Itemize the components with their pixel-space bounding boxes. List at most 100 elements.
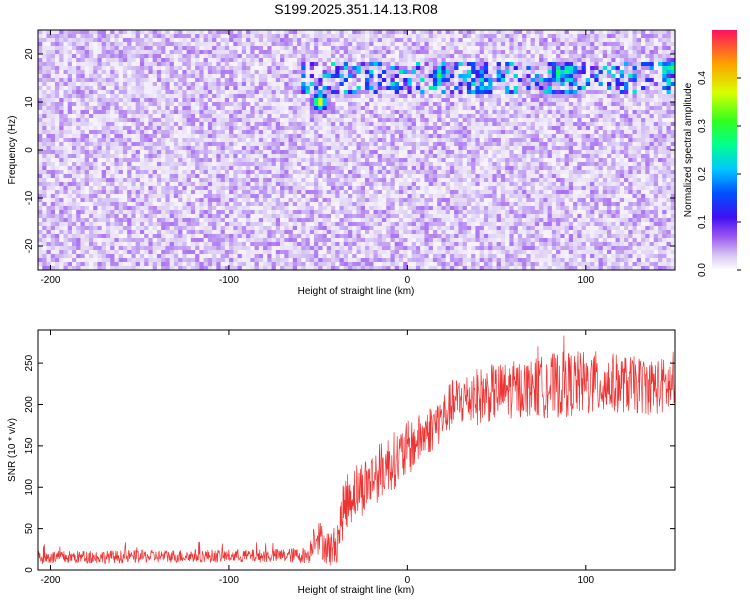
spectrogram-cell	[288, 66, 294, 71]
spectrogram-cell	[148, 90, 153, 95]
spectrogram-cell	[76, 58, 81, 63]
spectrogram-cell	[314, 170, 319, 175]
spectrogram-cell	[110, 182, 115, 187]
spectrogram-cell	[364, 254, 370, 259]
spectrogram-cell	[67, 118, 73, 123]
spectrogram-cell	[131, 242, 136, 247]
spectrogram-cell	[280, 214, 285, 219]
spectrogram-cell	[297, 118, 302, 123]
spectrogram-cell	[148, 138, 153, 143]
spectrogram-cell	[237, 78, 243, 83]
spectrogram-cell	[186, 210, 192, 215]
spectrogram-cell	[178, 246, 183, 251]
spectrogram-cell	[301, 42, 306, 47]
spectrogram-cell	[76, 110, 81, 115]
spectrogram-cell	[250, 186, 255, 191]
spectrogram-cell	[50, 222, 56, 227]
spectrogram-cell	[284, 118, 289, 123]
spectrogram-cell	[59, 182, 64, 187]
spectrogram-cell	[284, 250, 289, 255]
spectrogram-cell	[156, 174, 162, 179]
spectrogram-cell	[343, 78, 349, 83]
spectrogram-cell	[118, 142, 124, 147]
spectrogram-cell	[76, 90, 81, 95]
spectrogram-cell	[80, 50, 86, 55]
spectrogram-cell	[263, 206, 268, 211]
spectrogram-cell	[114, 242, 119, 247]
spectrogram-cell	[144, 82, 149, 87]
spectrogram-cell	[314, 182, 319, 187]
spectrogram-cell	[38, 234, 43, 239]
spectrogram-cell	[127, 150, 132, 155]
spectrogram-cell	[254, 82, 260, 87]
spectrogram-cell	[182, 258, 187, 263]
spectrogram-cell	[331, 122, 336, 127]
spectrogram-cell	[297, 234, 302, 239]
spectrogram-cell	[131, 66, 136, 71]
spectrogram-cell	[114, 130, 119, 135]
spectrogram-cell	[139, 210, 145, 215]
spectrogram-cell	[288, 78, 294, 83]
spectrogram-cell	[250, 110, 255, 115]
spectrogram-cell	[343, 50, 349, 55]
spectrogram-cell	[250, 38, 255, 43]
spectrogram-cell	[127, 202, 132, 207]
spectrogram-cell	[71, 266, 77, 270]
spectrogram-cell	[339, 238, 345, 243]
spectrogram-cell	[178, 126, 183, 131]
spectrogram-cell	[364, 54, 370, 59]
spectrogram-cell	[165, 186, 170, 191]
spectrogram-cell	[250, 266, 255, 270]
spectrogram-cell	[292, 118, 298, 123]
spectrogram-cell	[301, 82, 306, 87]
spectrogram-cell	[216, 58, 221, 63]
spectrogram-cell	[169, 134, 175, 139]
spectrogram-cell	[59, 230, 64, 235]
spectrogram-cell	[156, 126, 162, 131]
spectrogram-cell	[254, 54, 260, 59]
spectrogram-cell	[250, 198, 255, 203]
spectrogram-cell	[80, 78, 86, 83]
spectrogram-cell	[352, 150, 357, 155]
spectrogram-cell	[386, 154, 391, 159]
spectrogram-cell	[38, 142, 43, 147]
spectrogram-cell	[386, 50, 391, 55]
spectrogram-cell	[46, 238, 52, 243]
spectrogram-cell	[318, 146, 323, 151]
spectrogram-cell	[127, 262, 132, 267]
spectrogram-cell	[335, 138, 340, 143]
spectrogram-cell	[122, 62, 128, 67]
spectrogram-cell	[386, 70, 391, 75]
spectrogram-cell	[135, 174, 141, 179]
spectrogram-cell	[105, 202, 111, 207]
spectrogram-cell	[381, 146, 387, 151]
spectrogram-cell	[224, 98, 230, 103]
spectrogram-cell	[275, 58, 281, 63]
spectrogram-cell	[139, 230, 145, 235]
spectrogram-cell	[71, 110, 77, 115]
spectrogram-cell	[38, 106, 43, 111]
spectrogram-cell	[186, 106, 192, 111]
spectrogram-cell	[284, 218, 289, 223]
spectrogram-cell	[331, 138, 336, 143]
spectrogram-cell	[280, 238, 285, 243]
spectrogram-cell	[38, 254, 43, 259]
spectrogram-cell	[348, 206, 353, 211]
spectrogram-cell	[280, 186, 285, 191]
spectrogram-cell	[207, 190, 213, 195]
spectrogram-cell	[80, 194, 86, 199]
spectrogram-cell	[169, 226, 175, 231]
spectrogram-cell	[288, 54, 294, 59]
spectrogram-cell	[216, 142, 221, 147]
spectrogram-cell	[343, 182, 349, 187]
spectrogram-cell	[356, 134, 362, 139]
spectrogram-cell	[46, 110, 52, 115]
spectrogram-cell	[114, 30, 119, 35]
spectrogram-cell	[237, 234, 243, 239]
spectrogram-cell	[42, 30, 47, 35]
spectrogram-cell	[301, 206, 306, 211]
spectrogram-cell	[50, 210, 56, 215]
spectrogram-cell	[267, 118, 272, 123]
spectrogram-cell	[356, 226, 362, 231]
spectrogram-cell	[241, 190, 247, 195]
